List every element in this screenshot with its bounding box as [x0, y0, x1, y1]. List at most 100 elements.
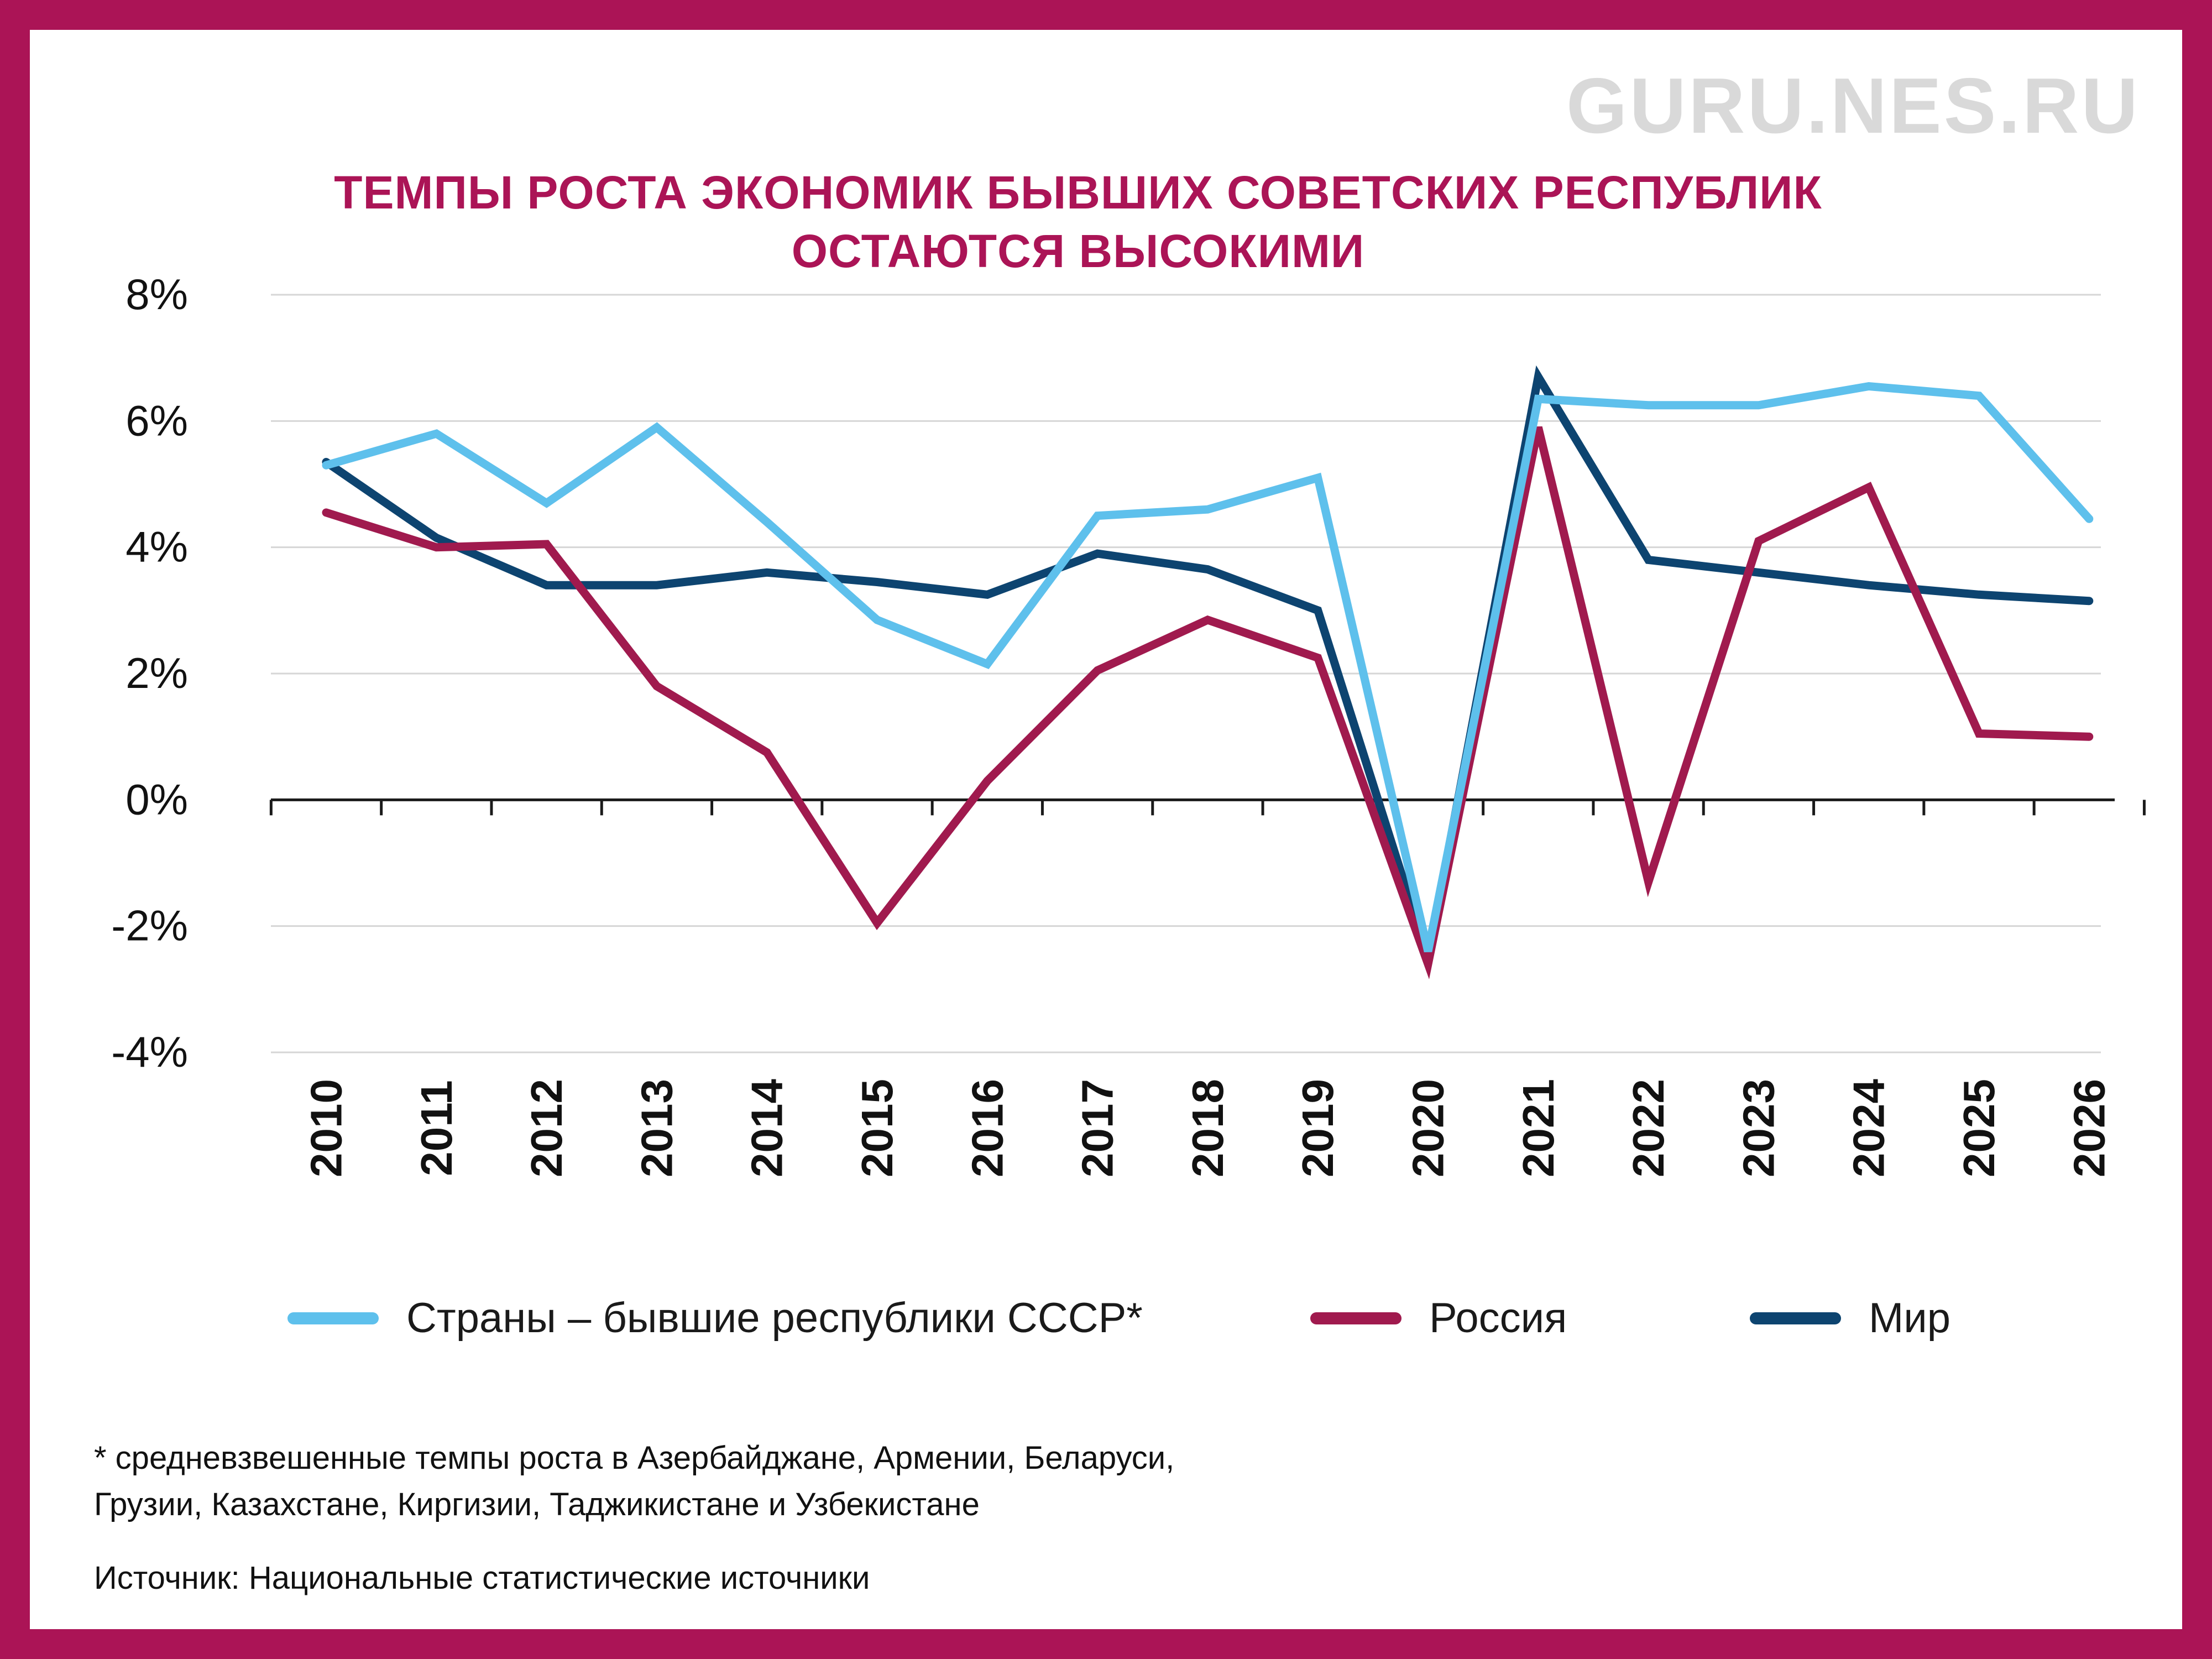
x-tick-label-2014: 2014 [742, 1079, 792, 1177]
data-point-former_ussr-2025 [1978, 395, 1980, 397]
x-tick-label-2013: 2013 [632, 1079, 681, 1177]
y-tick-label-2: 4% [125, 523, 188, 571]
data-point-former_ussr-2023 [1758, 404, 1759, 406]
series-line-world [322, 365, 2094, 959]
source-note: Источник: Национальные статистические ис… [94, 1560, 870, 1596]
y-tick-label-3: 2% [125, 649, 188, 697]
data-point-world-2025 [1978, 594, 1980, 596]
data-point-world-2012 [546, 585, 547, 586]
x-tick-label-2024: 2024 [1844, 1079, 1894, 1177]
data-point-world-2021 [1538, 376, 1539, 378]
x-tick-label-2016: 2016 [963, 1079, 1012, 1177]
data-point-world-2013 [656, 585, 657, 586]
x-tick-label-2018: 2018 [1183, 1079, 1232, 1177]
data-point-russia-2025 [1978, 733, 1980, 734]
data-point-russia-2023 [1758, 540, 1759, 542]
x-tick-label-2010: 2010 [302, 1079, 351, 1177]
data-point-russia-2019 [1317, 657, 1319, 659]
data-point-russia-2021 [1538, 426, 1539, 428]
data-point-world-2015 [876, 581, 878, 583]
legend-label-russia: Россия [1429, 1295, 1567, 1342]
data-point-world-2026 [2088, 600, 2090, 602]
data-point-world-2024 [1868, 585, 1870, 586]
x-tick-label-2012: 2012 [522, 1079, 571, 1177]
x-tick-label-2019: 2019 [1293, 1079, 1342, 1177]
data-point-former_ussr-2015 [876, 619, 878, 620]
data-point-former_ussr-2022 [1648, 404, 1649, 406]
data-point-russia-2020 [1427, 963, 1429, 965]
data-point-russia-2014 [766, 752, 768, 753]
data-point-world-2011 [436, 537, 437, 539]
legend-swatch-former-ussr [287, 1312, 379, 1324]
y-tick-label-0: 8% [125, 270, 188, 319]
data-point-former_ussr-2017 [1097, 515, 1099, 517]
data-point-former_ussr-2018 [1207, 509, 1209, 510]
brand-watermark: GURU.NES.RU [1566, 62, 2140, 150]
y-tick-label-6: -4% [111, 1027, 188, 1076]
x-tick-label-2011: 2011 [412, 1080, 461, 1176]
data-point-world-2017 [1097, 553, 1099, 555]
data-point-russia-2015 [876, 922, 878, 924]
x-tick-label-2015: 2015 [853, 1079, 902, 1177]
legend-swatch-world [1750, 1312, 1841, 1324]
legend-label-former-ussr: Страны – бывшие республики СССР* [406, 1295, 1143, 1342]
data-point-world-2019 [1317, 609, 1319, 611]
footnote: * средневзвешенные темпы роста в Азербай… [94, 1435, 1174, 1528]
x-tick-label-2017: 2017 [1073, 1079, 1122, 1177]
data-point-former_ussr-2019 [1317, 477, 1319, 479]
data-point-russia-2012 [546, 543, 547, 545]
data-point-world-2023 [1758, 572, 1759, 573]
data-point-russia-2026 [2088, 736, 2090, 738]
series-line-former_ussr [322, 382, 2094, 953]
legend-item-world: Мир [1750, 1294, 1950, 1342]
data-point-world-2022 [1648, 559, 1649, 561]
x-tick-labels: 2010 2011 2012 2013 2014 2015 2016 2017 2018 2019… [302, 1079, 2114, 1177]
data-point-russia-2018 [1207, 619, 1209, 620]
data-point-world-2016 [986, 594, 988, 596]
y-tick-label-4: 0% [125, 775, 188, 823]
x-tick-label-2021: 2021 [1514, 1079, 1563, 1177]
legend: Страны – бывшие республики СССР* Россия … [0, 1294, 2212, 1360]
footnote-line-1: * средневзвешенные темпы роста в Азербай… [94, 1440, 1175, 1476]
data-point-former_ussr-2021 [1538, 398, 1539, 400]
data-point-former_ussr-2020 [1427, 951, 1429, 952]
legend-label-world: Мир [1869, 1295, 1951, 1342]
data-point-russia-2013 [656, 685, 657, 687]
data-point-former_ussr-2010 [326, 465, 327, 466]
data-point-world-2014 [766, 572, 768, 573]
data-point-russia-2022 [1648, 881, 1649, 883]
x-tick-label-2022: 2022 [1624, 1079, 1673, 1177]
data-point-former_ussr-2024 [1868, 385, 1870, 387]
axis-layer [269, 798, 2146, 816]
data-point-russia-2011 [436, 546, 437, 548]
chart-title: ТЕМПЫ РОСТА ЭКОНОМИК БЫВШИХ СОВЕТСКИХ РЕ… [0, 163, 2156, 280]
data-point-russia-2016 [986, 780, 988, 782]
legend-swatch-russia [1310, 1312, 1402, 1324]
x-tick-label-2026: 2026 [2064, 1079, 2114, 1177]
x-tick-label-2025: 2025 [1954, 1079, 2004, 1177]
data-point-former_ussr-2026 [2088, 518, 2090, 520]
data-point-world-2018 [1207, 568, 1209, 570]
data-point-former_ussr-2013 [656, 426, 657, 428]
data-point-russia-2010 [326, 512, 327, 513]
data-point-russia-2024 [1868, 487, 1870, 488]
y-tick-labels: 8% 6% 4% 2% 0% -2% -4% [111, 270, 188, 1076]
chart-title-line-2: ОСТАЮТСЯ ВЫСОКИМИ [791, 225, 1365, 277]
footnote-line-2: Грузии, Казахстане, Киргизии, Таджикиста… [94, 1486, 980, 1522]
grid-layer [271, 294, 2101, 1053]
data-point-former_ussr-2016 [986, 663, 988, 665]
data-point-former_ussr-2011 [436, 433, 437, 435]
data-point-former_ussr-2012 [546, 502, 547, 504]
legend-item-russia: Россия [1310, 1294, 1567, 1342]
chart-title-line-1: ТЕМПЫ РОСТА ЭКОНОМИК БЫВШИХ СОВЕТСКИХ РЕ… [334, 166, 1822, 218]
y-tick-label-5: -2% [111, 901, 188, 950]
data-point-russia-2017 [1097, 670, 1099, 671]
y-tick-label-1: 6% [125, 396, 188, 445]
data-point-former_ussr-2014 [766, 521, 768, 523]
legend-item-former-ussr: Страны – бывшие республики СССР* [287, 1294, 1143, 1342]
x-tick-label-2023: 2023 [1734, 1079, 1783, 1177]
x-tick-label-2020: 2020 [1404, 1079, 1453, 1177]
series-layer [322, 365, 2094, 979]
